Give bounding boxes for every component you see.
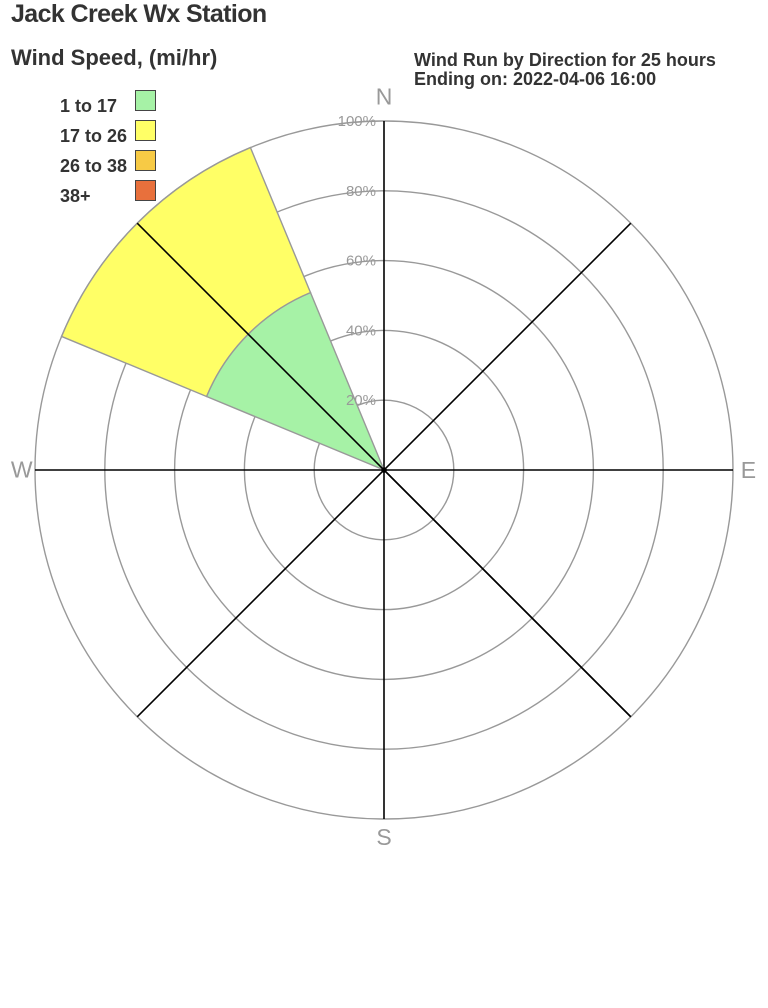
svg-text:20%: 20%: [346, 392, 376, 409]
svg-text:S: S: [376, 824, 391, 850]
svg-text:40%: 40%: [346, 322, 376, 339]
svg-text:60%: 60%: [346, 253, 376, 270]
svg-text:80%: 80%: [346, 183, 376, 200]
svg-text:100%: 100%: [338, 113, 376, 130]
svg-text:E: E: [741, 457, 756, 483]
svg-text:N: N: [376, 84, 393, 110]
svg-text:W: W: [11, 457, 33, 483]
